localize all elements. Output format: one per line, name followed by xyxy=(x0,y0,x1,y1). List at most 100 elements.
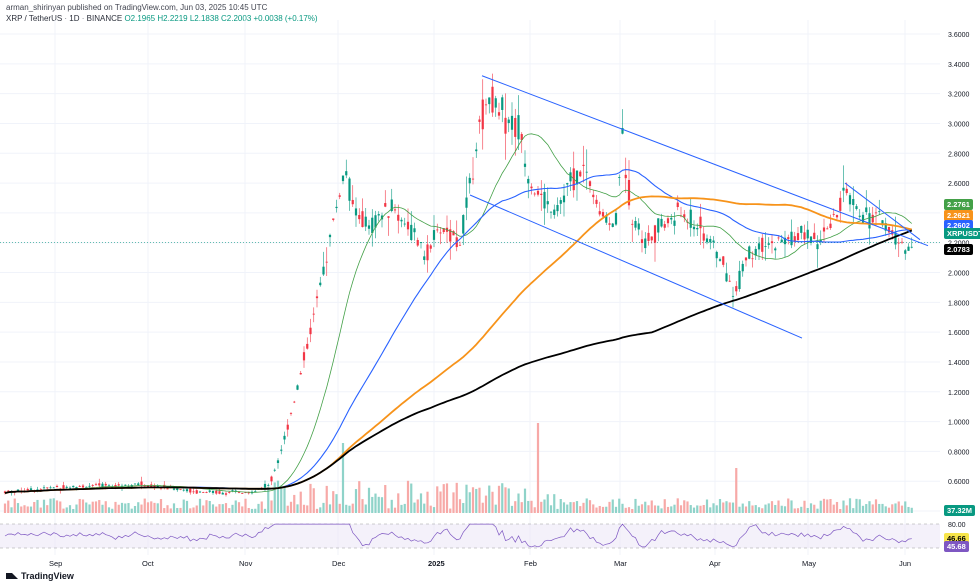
candle-body xyxy=(348,178,351,201)
rsi-tick-label: 80.00 xyxy=(948,522,966,529)
candle-body xyxy=(224,493,228,495)
volume-bar xyxy=(247,507,250,513)
trend-channel[interactable] xyxy=(469,75,929,339)
candle-body xyxy=(692,226,696,230)
volume-bar xyxy=(133,505,137,513)
volume-bar xyxy=(494,504,497,513)
volume-bar xyxy=(198,498,202,513)
channel-upper-line xyxy=(481,75,929,247)
candle-body xyxy=(621,127,624,134)
candle-body xyxy=(475,149,478,152)
volume-bar xyxy=(845,505,848,513)
volume-bar xyxy=(341,443,345,513)
rsi-badge-b: 45.68 xyxy=(944,541,969,552)
volume-bar xyxy=(598,505,601,513)
candle-body xyxy=(215,490,218,494)
volume-bar xyxy=(660,508,663,513)
candle-body xyxy=(767,243,770,245)
candle-body xyxy=(871,214,874,223)
candle-body xyxy=(390,199,393,212)
volume-bar xyxy=(530,500,533,513)
volume-bar xyxy=(741,503,744,513)
volume-bar xyxy=(397,493,400,513)
volume-bar xyxy=(722,502,725,513)
volume-bar xyxy=(107,507,111,513)
candle-body xyxy=(153,485,156,488)
volume-bar xyxy=(367,487,371,513)
volume-bar xyxy=(842,500,845,513)
candle-body xyxy=(68,487,72,489)
candle-body xyxy=(29,488,33,490)
interval[interactable]: 1D xyxy=(69,14,80,23)
volume-bar xyxy=(462,503,465,513)
candle-body xyxy=(296,385,299,390)
candle-body xyxy=(302,352,306,361)
volume-bar xyxy=(377,496,380,513)
symbol-name[interactable]: XRP / TetherUS xyxy=(6,14,63,23)
ma200-line xyxy=(4,229,913,494)
volume-bar xyxy=(624,507,627,513)
volume-bar xyxy=(263,508,267,513)
candle-body xyxy=(88,485,91,487)
candle-body xyxy=(614,213,618,225)
volume-bar xyxy=(504,487,507,513)
candle-body xyxy=(793,236,796,242)
volume-bar xyxy=(644,501,647,513)
volume-bar xyxy=(234,500,237,513)
volume-bar xyxy=(848,498,852,513)
ohlc-close: C2.2003 xyxy=(221,14,252,23)
candle-body xyxy=(510,115,514,130)
candle-body xyxy=(263,483,267,488)
rsi-badge-a: 46.66 xyxy=(944,533,969,544)
volume-bar xyxy=(575,501,579,513)
volume-bar xyxy=(403,503,406,513)
volume-bar xyxy=(904,501,907,513)
candle-body xyxy=(666,218,670,224)
candle-body xyxy=(832,213,835,215)
volume-bar xyxy=(702,504,705,513)
volume-bar xyxy=(410,483,413,513)
candle-body xyxy=(858,215,861,217)
volume-bar xyxy=(208,501,211,513)
volume-bar xyxy=(731,502,735,513)
candle-body xyxy=(845,188,848,194)
volume-bar xyxy=(884,506,887,513)
candle-body xyxy=(731,295,735,297)
ohlc-low: L2.1838 xyxy=(189,14,219,23)
x-tick-label: 2025 xyxy=(428,559,445,568)
volume-bar xyxy=(455,482,458,513)
volume-bar xyxy=(523,488,527,513)
candle-body xyxy=(111,486,114,488)
volume-bar xyxy=(283,487,286,513)
volume-bar xyxy=(787,498,790,513)
y-tick-label: 0.8000 xyxy=(948,449,970,456)
price-axis[interactable]: 3.60003.40003.20003.00002.80002.60002.40… xyxy=(948,32,970,516)
candle-body xyxy=(166,488,169,490)
time-axis[interactable]: Sep Oct Nov Dec 2025 Feb Mar Apr May Jun xyxy=(49,559,911,568)
volume-bar xyxy=(757,507,761,513)
volume-bar xyxy=(894,503,897,513)
volume-bar xyxy=(345,504,348,513)
candle-body xyxy=(501,97,504,110)
candle-body xyxy=(202,492,205,493)
volume-bar xyxy=(790,500,793,513)
candle-body xyxy=(85,486,88,488)
volume-bar xyxy=(393,507,397,513)
candle-body xyxy=(299,373,302,375)
volume-bar xyxy=(33,502,36,513)
volume-bar xyxy=(293,494,296,513)
volume-bar xyxy=(332,491,335,513)
candle-body xyxy=(322,266,325,275)
volume-bar xyxy=(803,500,806,513)
volume-bar xyxy=(146,502,150,513)
volume-bar xyxy=(881,503,884,513)
tradingview-logo[interactable]: TradingView xyxy=(6,571,74,581)
candle-body xyxy=(16,489,20,491)
candle-body xyxy=(549,211,553,213)
volume-bar xyxy=(874,499,878,513)
candle-body xyxy=(436,229,439,231)
volume-bar xyxy=(231,504,234,513)
candle-body xyxy=(715,251,718,259)
